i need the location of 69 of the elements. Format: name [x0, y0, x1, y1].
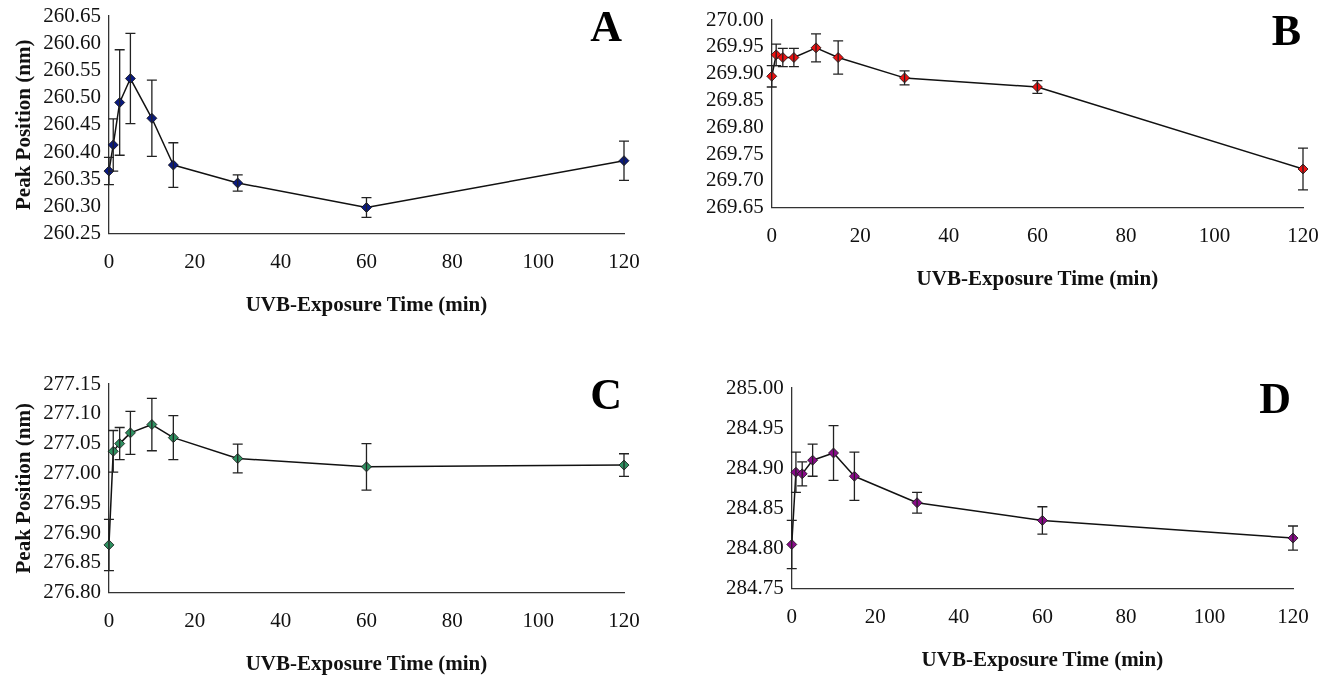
y-tick-label: 260.40 — [43, 138, 101, 163]
x-tick-label: 40 — [270, 607, 292, 632]
x-tick-label: 80 — [441, 248, 463, 273]
y-tick-label: 269.70 — [706, 167, 764, 192]
y-tick-label: 277.15 — [43, 370, 101, 395]
x-tick-label: 60 — [1026, 222, 1048, 247]
y-tick-label: 269.85 — [706, 86, 764, 111]
x-tick-label: 80 — [1115, 603, 1137, 628]
y-axis-title: Peak Position (nm) — [11, 403, 36, 574]
x-tick-label: 20 — [184, 607, 206, 632]
x-tick-label: 80 — [1115, 222, 1137, 247]
x-tick-label: 120 — [1277, 603, 1309, 628]
y-tick-label: 284.85 — [726, 494, 784, 519]
x-tick-label: 120 — [608, 607, 640, 632]
y-tick-label: 260.45 — [43, 111, 101, 136]
y-tick-label: 276.90 — [43, 519, 101, 544]
y-tick-label: 277.00 — [43, 459, 101, 484]
y-tick-label: 276.85 — [43, 549, 101, 574]
y-tick-label: 260.60 — [43, 29, 101, 54]
x-tick-label: 0 — [103, 248, 115, 273]
x-tick-label: 80 — [441, 607, 463, 632]
y-tick-label: 277.10 — [43, 400, 101, 425]
y-tick-label: 269.80 — [706, 113, 764, 138]
y-tick-label: 284.90 — [726, 454, 784, 479]
x-tick-label: 100 — [1198, 222, 1231, 247]
x-axis-title: UVB-Exposure Time (min) — [916, 265, 1159, 290]
y-tick-label: 276.95 — [43, 489, 101, 514]
x-tick-label: 60 — [355, 248, 377, 273]
x-tick-label: 120 — [608, 248, 640, 273]
x-tick-label: 100 — [1193, 603, 1226, 628]
y-tick-label: 269.95 — [706, 33, 764, 58]
x-tick-label: 60 — [1031, 603, 1053, 628]
x-tick-label: 100 — [522, 607, 554, 632]
y-tick-label: 260.55 — [43, 56, 101, 81]
x-tick-label: 40 — [948, 603, 970, 628]
x-axis-title: UVB-Exposure Time (min) — [921, 646, 1164, 671]
y-tick-label: 269.75 — [706, 140, 764, 165]
x-tick-label: 20 — [184, 248, 206, 273]
chart-title: A — [590, 2, 623, 52]
x-axis-title: UVB-Exposure Time (min) — [245, 291, 488, 316]
y-tick-label: 260.50 — [43, 84, 101, 109]
y-tick-label: 285.00 — [726, 374, 784, 399]
y-tick-label: 260.30 — [43, 192, 101, 217]
chart-title: D — [1259, 374, 1291, 424]
y-tick-label: 260.65 — [43, 2, 101, 27]
x-tick-label: 0 — [103, 607, 115, 632]
y-axis-title: Peak Position (nm) — [11, 39, 36, 210]
x-tick-label: 20 — [864, 603, 886, 628]
x-tick-label: 40 — [270, 248, 292, 273]
x-tick-label: 100 — [522, 248, 554, 273]
y-tick-label: 270.00 — [706, 6, 764, 31]
y-tick-label: 260.35 — [43, 165, 101, 190]
y-tick-label: 284.75 — [726, 575, 784, 600]
y-tick-label: 269.90 — [706, 60, 764, 85]
x-tick-label: 40 — [938, 222, 960, 247]
y-tick-label: 284.80 — [726, 535, 784, 559]
y-tick-label: 260.25 — [43, 220, 101, 245]
chart-title: B — [1271, 6, 1301, 56]
y-tick-label: 277.05 — [43, 430, 101, 455]
x-axis-title: UVB-Exposure Time (min) — [245, 650, 488, 675]
x-tick-label: 0 — [766, 222, 777, 247]
y-tick-label: 276.80 — [43, 579, 101, 604]
x-tick-label: 20 — [849, 222, 871, 247]
x-tick-label: 120 — [1287, 222, 1319, 247]
x-tick-label: 0 — [786, 603, 797, 628]
chart-title: C — [590, 370, 622, 420]
y-tick-label: 284.95 — [726, 414, 784, 439]
y-tick-label: 269.65 — [706, 194, 764, 219]
x-tick-label: 60 — [355, 607, 377, 632]
